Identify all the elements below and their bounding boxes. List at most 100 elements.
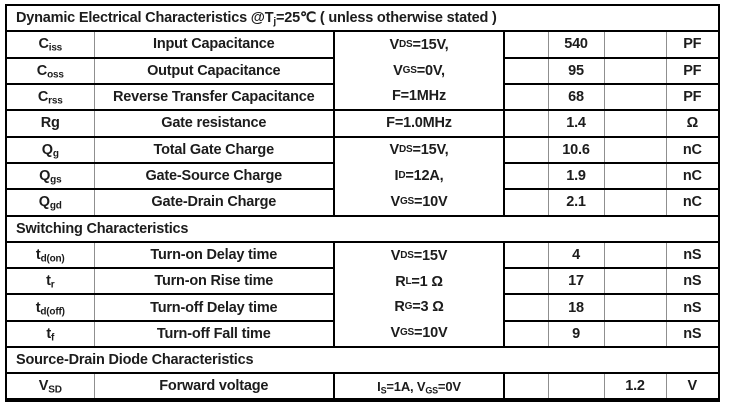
condition-line: V GS =10V [390,325,448,342]
symbol-subscript: g [52,148,59,160]
conditions-cell-charge: V DS =15V, I D =12A, V GS =10V [334,135,505,217]
unit-cell: PF [666,30,720,59]
symbol-subscript: gd [49,200,62,212]
symbol-subscript: iss [48,42,63,54]
min-cell [504,240,549,270]
condition-line: V DS =15V, [389,142,449,159]
symbol-subscript: rss [48,95,63,107]
table-row-tdoff: td(off) Turn-off Delay time 18 nS [6,293,720,322]
typ-cell: 17 [548,267,605,296]
section-title-subscript: j [273,16,276,28]
symbol-cell: tr [6,267,95,296]
conditions-cell-vsd: IS=1A, VGS=0V [334,372,505,401]
section-title-text: Dynamic Electrical Characteristics @T [16,10,274,27]
symbol-cell: Crss [6,82,95,112]
max-cell [604,82,667,112]
symbol-subscript: oss [47,69,64,81]
unit-cell: nC [666,188,720,217]
symbol-text: Q [39,168,51,185]
symbol-text: C [36,62,48,79]
parameter-cell: Total Gate Charge [94,135,335,164]
min-cell [504,188,549,217]
typ-cell: 95 [548,56,605,85]
parameter-cell: Turn-on Delay time [94,240,335,270]
unit-cell: Ω [666,109,720,138]
min-cell [504,109,549,138]
symbol-cell: Qgs [6,161,95,191]
typ-cell: 1.9 [548,161,605,191]
parameter-cell: Turn-on Rise time [94,267,335,296]
condition-line: R L =1 Ω [395,273,443,290]
max-cell [604,267,667,296]
symbol-subscript: gs [50,174,62,186]
characteristics-table: Dynamic Electrical Characteristics @Tj=2… [5,3,721,402]
condition-line: V GS =10V [390,193,448,210]
condition-line: F=1MHz [392,88,446,105]
unit-cell: nS [666,240,720,270]
table-row-ciss: Ciss Input Capacitance V DS =15V, V GS =0V, … [6,30,720,112]
max-cell [604,135,667,164]
section-row-dynamic: Dynamic Electrical Characteristics @Tj=2… [6,3,720,33]
max-cell [604,240,667,270]
symbol-cell: tf [6,319,95,349]
max-cell [604,319,667,349]
symbol-subscript: d(on) [40,253,65,265]
symbol-subscript: r [50,279,55,291]
typ-cell: 18 [548,293,605,322]
conditions-cell-capacitance: V DS =15V, V GS =0V, F=1MHz [334,30,505,112]
max-cell: 1.2 [604,372,667,401]
max-cell [604,56,667,85]
symbol-cell: Qg [6,135,95,164]
unit-cell: V [666,372,720,401]
symbol-subscript: d(off) [40,306,65,318]
table-row-tr: tr Turn-on Rise time 17 nS [6,267,720,296]
min-cell [504,56,549,85]
unit-cell: nS [666,267,720,296]
typ-cell: 540 [548,30,605,59]
symbol-text: C [38,36,49,53]
parameter-cell: Turn-off Fall time [94,319,335,349]
min-cell [504,82,549,112]
table-row-coss: Coss Output Capacitance 95 PF [6,56,720,85]
section-title-text: =25℃ ( unless otherwise stated ) [275,10,497,27]
typ-cell: 9 [548,319,605,349]
conditions-stack: V DS =15V R L =1 Ω R G =3 Ω V GS =10V [335,244,502,345]
unit-cell: PF [666,82,720,112]
condition-line: V GS =0V, [393,62,445,79]
parameter-cell: Output Capacitance [94,56,335,85]
symbol-cell: Ciss [6,30,95,59]
condition-line: V DS =15V, [389,37,449,54]
conditions-stack: V DS =15V, V GS =0V, F=1MHz [335,33,502,108]
symbol-text: t [35,299,41,316]
table-row-tdon: t d(on) Turn-on Delay time V DS =15V R L =1 Ω… [6,240,720,349]
symbol-text: Q [38,194,50,211]
max-cell [604,161,667,191]
symbol-text: t [46,273,51,290]
symbol-subscript: f [51,332,55,344]
condition-line: V DS =15V [390,247,448,264]
section-row-diode: Source-Drain Diode Characteristics [6,346,720,375]
symbol-subscript: SD [48,384,62,396]
condition-line: R G =3 Ω [394,299,444,316]
symbol-text: Rg [40,115,60,132]
table-row-vsd: VSD Forward voltage IS=1A, VGS=0V 1.2 V [6,372,720,401]
parameter-cell: Gate-Drain Charge [94,188,335,217]
condition-line: F=1.0MHz [386,115,452,132]
symbol-text: C [37,89,49,106]
symbol-cell: Coss [6,56,95,85]
max-cell [604,109,667,138]
parameter-cell: Turn-off Delay time [94,293,335,322]
unit-cell: PF [666,56,720,85]
symbol-cell: VSD [6,372,95,401]
typ-cell: 4 [548,240,605,270]
typ-cell [548,372,605,401]
symbol-text: Q [41,141,53,158]
min-cell [504,319,549,349]
symbol-cell: Rg [6,109,95,138]
table-row-qgd: Qgd Gate-Drain Charge 2.1 nC [6,188,720,217]
max-cell [604,188,667,217]
symbol-cell: td(off) [6,293,95,322]
table-row-rg: Rg Gate resistance F=1.0MHz 1.4 Ω [6,109,720,138]
section-row-switching: Switching Characteristics [6,214,720,243]
